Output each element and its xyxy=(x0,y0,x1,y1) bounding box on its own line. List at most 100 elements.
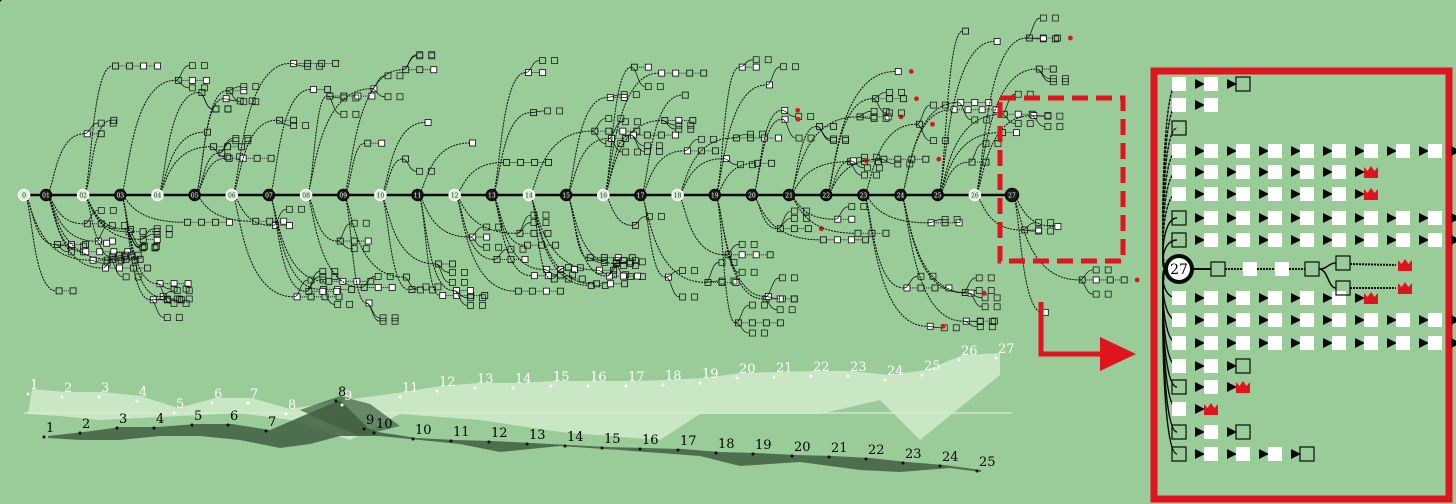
tree-node xyxy=(607,280,614,288)
tree-node xyxy=(225,154,233,162)
tree-edge xyxy=(150,299,165,318)
tree-node xyxy=(697,147,705,155)
tree-edge xyxy=(937,113,1002,196)
tree-node xyxy=(134,273,142,281)
tree-edge xyxy=(493,248,509,260)
tree-node xyxy=(675,125,683,133)
tree-node xyxy=(319,273,327,280)
tree-node xyxy=(1364,313,1378,327)
tree-node xyxy=(69,287,77,295)
tree-node xyxy=(870,107,878,115)
tree-node xyxy=(1014,90,1022,98)
tree-node xyxy=(882,107,890,115)
crown-icon xyxy=(1398,282,1412,294)
tree-node xyxy=(987,287,995,294)
tree-node xyxy=(906,160,914,168)
tree-node xyxy=(136,255,144,263)
tree-node xyxy=(153,230,161,238)
tree-node xyxy=(804,225,812,233)
tree-node xyxy=(830,137,837,144)
spine-node xyxy=(485,188,499,202)
tree-node xyxy=(103,239,111,247)
tree-edge xyxy=(665,270,680,278)
tree-node xyxy=(391,314,399,322)
spine-node-label: 14 xyxy=(525,192,533,199)
tree-node xyxy=(882,229,890,237)
tree-node xyxy=(153,242,160,250)
tree-node xyxy=(1364,211,1378,225)
upper-label: 24 xyxy=(887,364,904,379)
upper-label-dot xyxy=(340,403,344,407)
tree-node xyxy=(1104,290,1112,298)
tree-node xyxy=(469,139,476,147)
tree-node xyxy=(1204,98,1218,112)
tree-node xyxy=(1204,233,1218,247)
tree-node xyxy=(224,153,231,161)
tree-node xyxy=(310,86,318,93)
tree-edge xyxy=(342,194,367,304)
spine-node xyxy=(559,188,573,202)
spine-node xyxy=(634,188,647,202)
tree-node xyxy=(1335,255,1351,271)
tree-node xyxy=(252,83,260,90)
tree-node xyxy=(656,142,663,150)
upper-label-dot xyxy=(435,389,439,393)
tree-edge xyxy=(337,222,352,242)
spine-node-label: 23 xyxy=(860,192,868,199)
tree-node xyxy=(1013,129,1020,137)
tree-node xyxy=(1039,14,1047,22)
lower-label: 11 xyxy=(453,425,470,440)
tree-edge xyxy=(272,208,287,226)
tree-node xyxy=(687,125,695,133)
tree-node xyxy=(542,211,550,219)
spine-node-label: 0 xyxy=(22,192,26,199)
tree-edge xyxy=(916,104,931,125)
tree-node xyxy=(354,92,362,100)
tree-node xyxy=(1204,447,1218,461)
tree-edge xyxy=(847,161,862,176)
tree-node xyxy=(182,300,190,307)
tree-node xyxy=(1300,233,1314,247)
tree-node xyxy=(1044,112,1052,120)
tree-node xyxy=(175,295,183,303)
tree-edge xyxy=(684,138,699,152)
tree-node xyxy=(842,135,849,143)
tree-node xyxy=(1428,211,1442,225)
tree-edge xyxy=(857,116,872,119)
tree-edge xyxy=(45,194,96,242)
tree-node xyxy=(324,86,332,93)
upper-band xyxy=(28,353,1000,440)
tree-node xyxy=(620,257,627,264)
tree-edge xyxy=(850,160,865,169)
tree-node xyxy=(634,118,641,126)
spine-node xyxy=(857,188,870,202)
upper-label-dot xyxy=(883,378,887,382)
tree-node xyxy=(848,215,856,223)
tree-edge xyxy=(735,304,750,324)
tree-node xyxy=(1049,65,1057,73)
tree-edge xyxy=(630,134,645,147)
tree-edge xyxy=(639,94,683,196)
tree-edge xyxy=(54,244,69,253)
tree-node xyxy=(267,154,275,162)
tree-edge xyxy=(530,110,545,113)
tree-node xyxy=(325,277,333,285)
tree-node xyxy=(1014,120,1022,127)
lower-label-dot xyxy=(938,464,942,468)
tree-edge xyxy=(916,123,931,141)
tree-edge xyxy=(608,121,623,139)
tree-node xyxy=(656,148,663,155)
tree-node xyxy=(507,245,515,253)
tree-edge xyxy=(491,72,526,196)
tree-node xyxy=(110,248,118,256)
tree-edge xyxy=(435,263,450,273)
tree-node xyxy=(1049,78,1057,86)
tree-node xyxy=(780,63,787,71)
tree-node xyxy=(1056,112,1064,120)
tree-edge xyxy=(765,296,780,300)
spine-node-label: 09 xyxy=(339,192,347,199)
spine-node xyxy=(262,188,276,202)
tree-edge xyxy=(361,276,376,288)
tree-node xyxy=(134,251,142,259)
tree-node xyxy=(286,205,293,213)
